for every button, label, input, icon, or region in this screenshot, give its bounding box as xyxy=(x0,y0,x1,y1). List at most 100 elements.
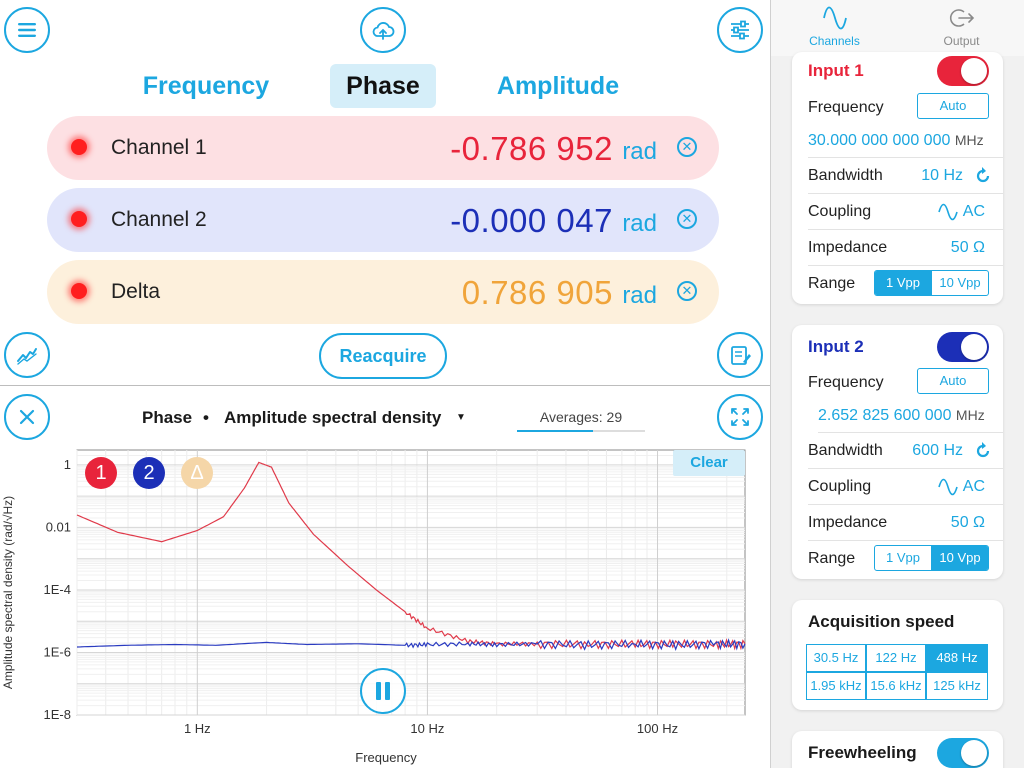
settings-panel: Channels Output Input 1 Frequency Auto 3… xyxy=(770,0,1024,768)
input-2-toggle[interactable] xyxy=(937,332,989,362)
range-option-1vpp[interactable]: 1 Vpp xyxy=(875,546,932,570)
channel-2-badge[interactable]: 2 xyxy=(133,457,165,489)
toggle-knob xyxy=(961,740,987,766)
expand-arrows-icon xyxy=(731,408,749,426)
close-circle-icon[interactable]: ✕ xyxy=(677,209,697,229)
x-tick-label: 100 Hz xyxy=(637,721,678,736)
cloud-upload-icon xyxy=(372,22,395,40)
measurement-value: 0.786 905 xyxy=(461,274,613,311)
measurement-name: Channel 2 xyxy=(111,208,207,231)
refresh-icon[interactable] xyxy=(973,441,993,461)
tab-label: Output xyxy=(943,34,980,48)
close-plot-button[interactable] xyxy=(4,394,50,440)
measurement-name: Channel 1 xyxy=(111,136,207,159)
measurement-name: Delta xyxy=(111,280,161,303)
speed-option[interactable]: 30.5 Hz xyxy=(806,644,866,672)
range-label: Range xyxy=(808,275,856,292)
averages-progress-fill xyxy=(517,430,593,432)
frequency-label: Frequency xyxy=(808,99,884,116)
tab-phase[interactable]: Phase xyxy=(330,64,436,108)
y-tick-label: 1 xyxy=(64,457,71,472)
range-option-10vpp[interactable]: 10 Vpp xyxy=(939,275,981,290)
channel-1-badge[interactable]: 1 xyxy=(85,457,117,489)
coupling-value: AC xyxy=(962,478,985,495)
frequency-value: 30.000 000 000 000 xyxy=(808,132,951,149)
range-label: Range xyxy=(808,550,856,567)
frequency-value-row[interactable]: 30.000 000 000 000 MHz xyxy=(808,122,1003,158)
bandwidth-value: 600 Hz xyxy=(912,442,963,459)
frequency-auto-button[interactable]: Auto xyxy=(917,368,989,394)
measurement-unit: rad xyxy=(622,282,657,309)
range-option-10vpp[interactable]: 10 Vpp xyxy=(932,546,988,570)
speed-option[interactable]: 125 kHz xyxy=(926,672,988,700)
acquisition-speed-title: Acquisition speed xyxy=(808,612,955,631)
frequency-row: Frequency Auto xyxy=(808,90,1003,126)
upload-button[interactable] xyxy=(360,7,406,53)
frequency-row: Frequency Auto xyxy=(808,365,1003,401)
y-tick-label: 1E-4 xyxy=(44,582,71,597)
range-selector: 1 Vpp 10 Vpp xyxy=(874,270,989,296)
delta-badge[interactable]: Δ xyxy=(181,457,213,489)
measurement-row-channel-1[interactable]: Channel 1 -0.786 952 rad ✕ xyxy=(47,116,719,180)
coupling-row[interactable]: Coupling AC xyxy=(808,194,1003,230)
freewheeling-card: Freewheeling xyxy=(792,731,1003,768)
impedance-row[interactable]: Impedance 50 Ω xyxy=(808,505,1003,541)
tab-output[interactable]: Output xyxy=(898,0,1024,56)
y-tick-label: 0.01 xyxy=(46,519,71,534)
sliders-icon xyxy=(731,20,749,40)
tab-channels[interactable]: Channels xyxy=(771,0,898,56)
frequency-value-row[interactable]: 2.652 825 600 000 MHz xyxy=(818,397,1003,433)
range-option-1vpp[interactable]: 1 Vpp xyxy=(875,271,932,295)
tab-amplitude[interactable]: Amplitude xyxy=(496,72,620,100)
speed-option[interactable]: 122 Hz xyxy=(866,644,926,672)
bandwidth-label: Bandwidth xyxy=(808,167,883,184)
coupling-label: Coupling xyxy=(808,478,872,495)
edit-note-icon xyxy=(731,346,751,365)
measurement-unit: rad xyxy=(622,138,657,165)
measurement-row-delta[interactable]: Delta 0.786 905 rad ✕ xyxy=(47,260,719,324)
section-divider xyxy=(0,385,770,386)
speed-option[interactable]: 1.95 kHz xyxy=(806,672,866,700)
fullscreen-button[interactable] xyxy=(717,394,763,440)
main-pane: Frequency Phase Amplitude Channel 1 -0.7… xyxy=(0,7,770,768)
menu-button[interactable] xyxy=(4,7,50,53)
range-row: Range 1 Vpp 10 Vpp xyxy=(808,541,1003,577)
tab-frequency[interactable]: Frequency xyxy=(142,72,270,100)
settings-button[interactable] xyxy=(717,7,763,53)
close-circle-icon[interactable]: ✕ xyxy=(677,137,697,157)
refresh-icon[interactable] xyxy=(973,166,993,186)
plot-separator: • xyxy=(203,408,209,427)
measurement-row-channel-2[interactable]: Channel 2 -0.000 047 rad ✕ xyxy=(47,188,719,252)
impedance-label: Impedance xyxy=(808,514,888,531)
impedance-row[interactable]: Impedance 50 Ω xyxy=(808,230,1003,266)
speed-option[interactable]: 15.6 kHz xyxy=(866,672,926,700)
input-1-toggle[interactable] xyxy=(937,56,989,86)
frequency-value: 2.652 825 600 000 xyxy=(818,407,952,424)
bandwidth-row[interactable]: Bandwidth 600 Hz xyxy=(808,433,1003,469)
input-2-title: Input 2 xyxy=(808,337,864,356)
trend-line-icon xyxy=(17,348,37,365)
bandwidth-value: 10 Hz xyxy=(921,167,963,184)
plot-mode-label: Phase xyxy=(142,408,193,427)
pause-icon xyxy=(385,682,390,700)
reacquire-button[interactable]: Reacquire xyxy=(319,333,447,379)
chart-toggle-button[interactable] xyxy=(4,332,50,378)
measurement-value: -0.786 952 xyxy=(450,130,613,167)
pause-button[interactable] xyxy=(360,668,406,714)
coupling-value: AC xyxy=(962,203,985,220)
speed-option[interactable]: 488 Hz xyxy=(926,644,988,672)
bandwidth-label: Bandwidth xyxy=(808,442,883,459)
caret-down-icon[interactable]: ▼ xyxy=(456,412,466,423)
bandwidth-row[interactable]: Bandwidth 10 Hz xyxy=(808,158,1003,194)
close-circle-icon[interactable]: ✕ xyxy=(677,281,697,301)
freewheeling-label: Freewheeling xyxy=(808,743,917,762)
spectral-density-chart[interactable]: 1 Hz 10 Hz 100 Hz 1 0.01 1E-4 1E-6 1E-8 Frequenc… xyxy=(0,440,770,768)
freewheeling-toggle[interactable] xyxy=(937,738,989,768)
plot-type-selector[interactable]: Amplitude spectral density xyxy=(224,408,442,427)
notes-button[interactable] xyxy=(717,332,763,378)
coupling-row[interactable]: Coupling AC xyxy=(808,469,1003,505)
measurement-value: -0.000 047 xyxy=(450,202,613,239)
clear-button[interactable]: Clear xyxy=(673,450,745,476)
frequency-auto-button[interactable]: Auto xyxy=(917,93,989,119)
tab-label: Channels xyxy=(809,34,860,48)
